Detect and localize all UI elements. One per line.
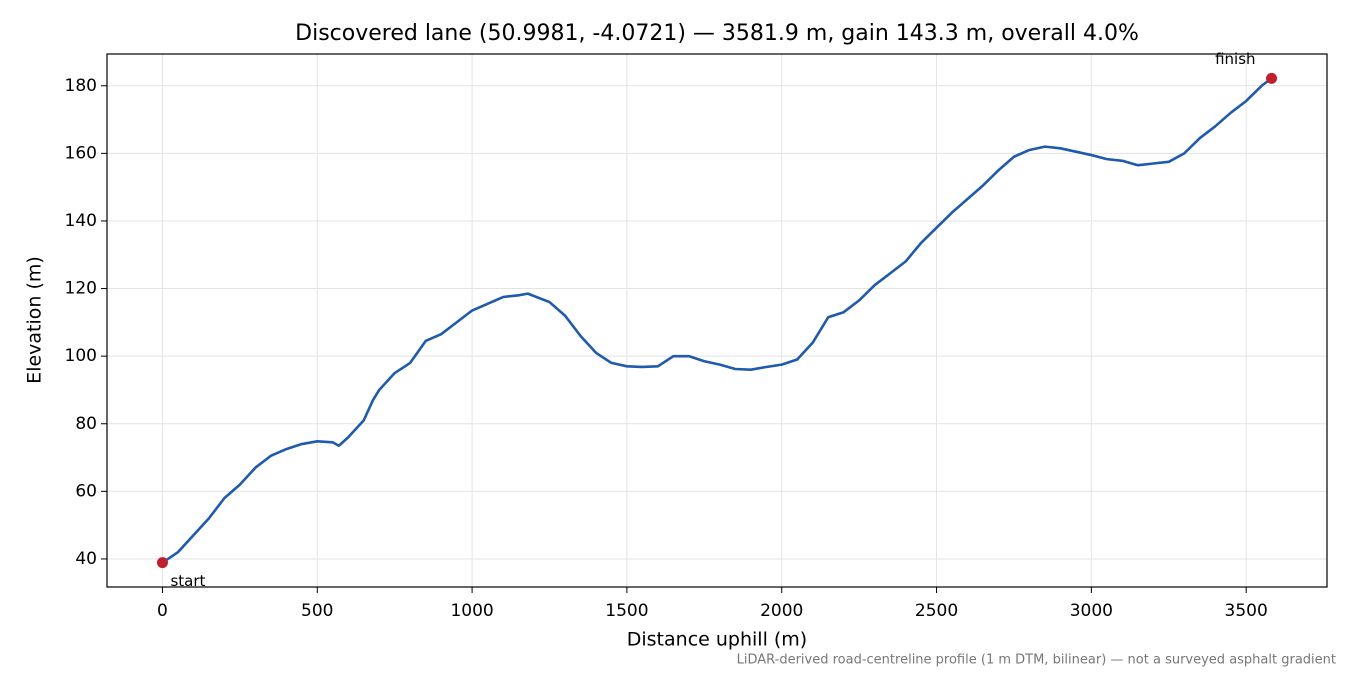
y-tick-label: 60 bbox=[75, 481, 97, 501]
y-tick-label: 140 bbox=[65, 211, 97, 231]
x-axis-label: Distance uphill (m) bbox=[627, 629, 807, 651]
y-tick-label: 100 bbox=[65, 346, 97, 366]
y-tick-label: 80 bbox=[75, 414, 97, 434]
point-marker bbox=[1266, 72, 1278, 84]
chart-title: Discovered lane (50.9981, -4.0721) — 358… bbox=[295, 21, 1139, 46]
y-tick-label: 160 bbox=[65, 143, 97, 163]
y-tick-label: 180 bbox=[65, 76, 97, 96]
x-tick-label: 1500 bbox=[605, 601, 648, 621]
plot-frame bbox=[106, 53, 1328, 588]
point-marker bbox=[156, 557, 168, 569]
y-tick-label: 120 bbox=[65, 279, 97, 299]
y-tick-label: 40 bbox=[75, 549, 97, 569]
point-label: finish bbox=[1215, 50, 1255, 68]
footnote: LiDAR-derived road-centreline profile (1… bbox=[737, 653, 1336, 668]
x-tick-label: 2000 bbox=[760, 601, 803, 621]
x-tick-label: 0 bbox=[157, 601, 168, 621]
x-tick-label: 3000 bbox=[1070, 601, 1113, 621]
line bbox=[161, 77, 1273, 564]
x-tick-label: 500 bbox=[301, 601, 333, 621]
y-axis-label: Elevation (m) bbox=[24, 256, 46, 384]
x-tick-label: 1000 bbox=[450, 601, 493, 621]
x-tick-label: 2500 bbox=[915, 601, 958, 621]
point-label: start bbox=[170, 572, 205, 590]
x-tick-label: 3500 bbox=[1225, 601, 1268, 621]
